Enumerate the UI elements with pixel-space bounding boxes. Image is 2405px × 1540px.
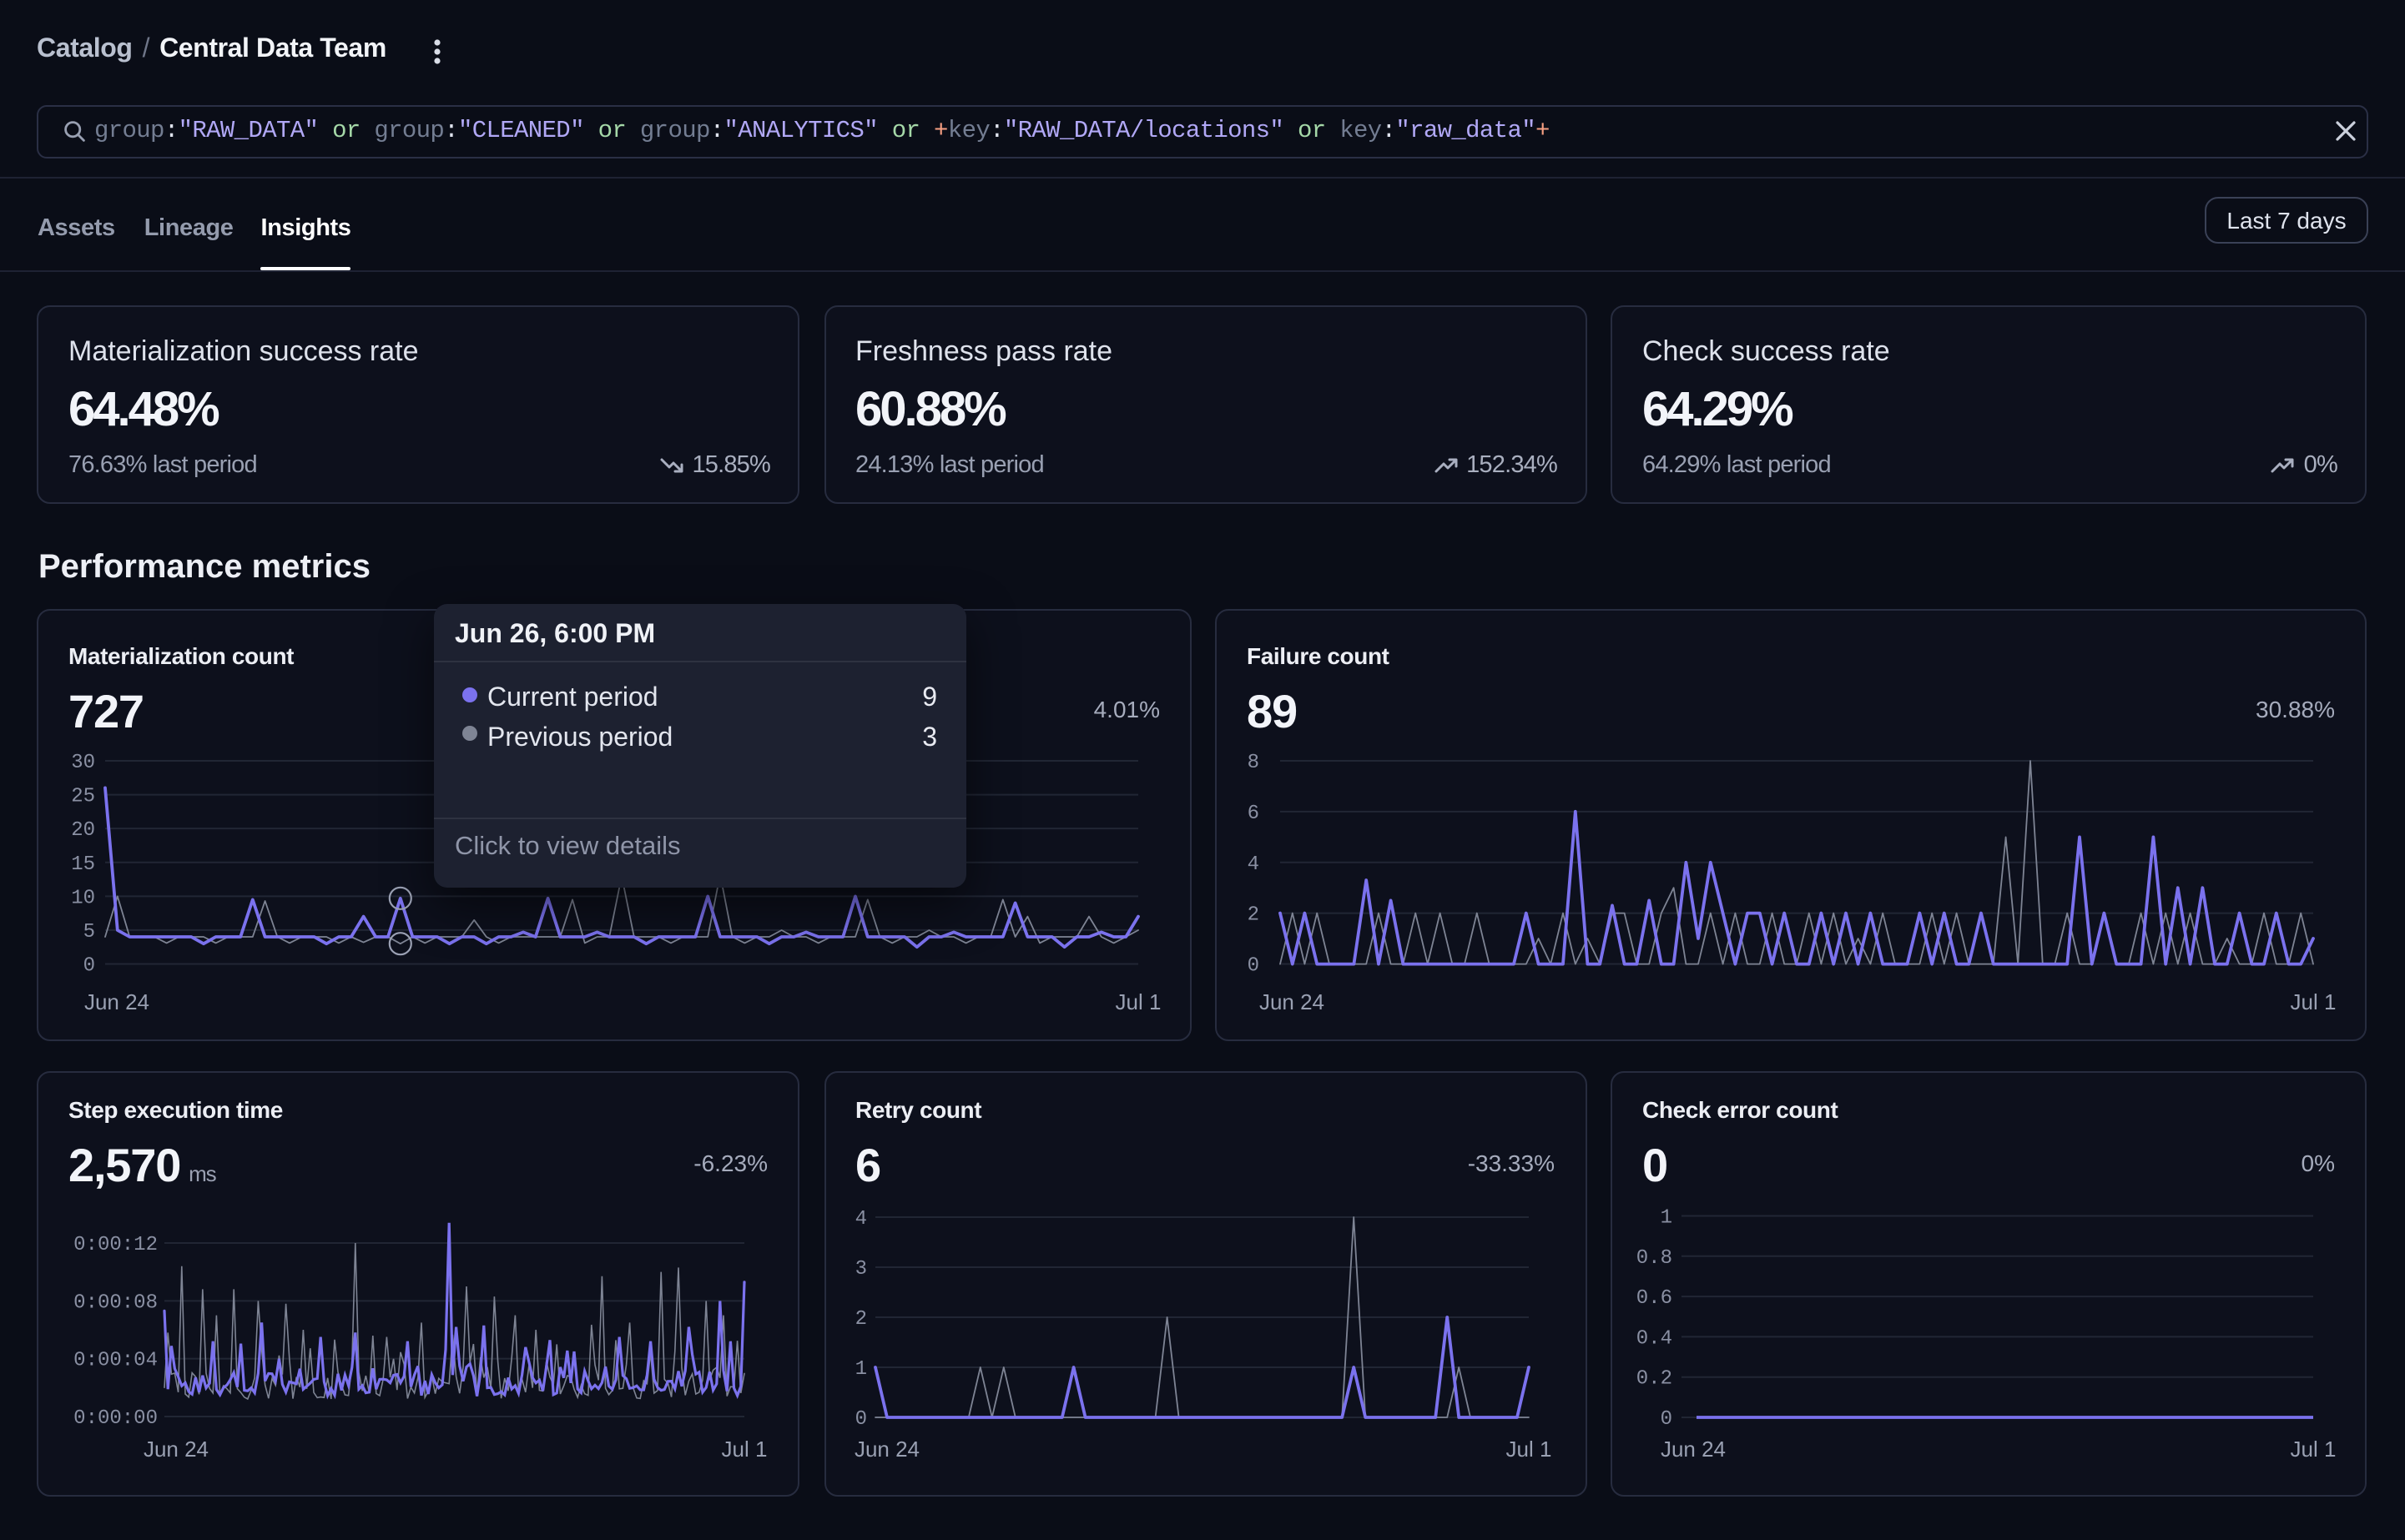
svg-text:10: 10 — [71, 886, 95, 908]
svg-text:Jul 1: Jul 1 — [2291, 1437, 2337, 1462]
svg-text:0: 0 — [1248, 954, 1259, 977]
svg-text:0: 0 — [1661, 1408, 1672, 1431]
svg-text:6: 6 — [1248, 802, 1259, 824]
svg-text:1: 1 — [1661, 1207, 1672, 1230]
svg-text:20: 20 — [71, 818, 95, 841]
svg-text:0: 0 — [83, 954, 95, 977]
svg-text:8: 8 — [1248, 751, 1259, 773]
svg-text:30: 30 — [71, 751, 95, 773]
svg-text:0:00:00: 0:00:00 — [73, 1407, 158, 1430]
svg-text:0:00:12: 0:00:12 — [73, 1234, 158, 1256]
svg-text:Jul 1: Jul 1 — [1116, 989, 1162, 1014]
svg-text:Jul 1: Jul 1 — [722, 1437, 768, 1462]
svg-text:3: 3 — [855, 1258, 866, 1281]
svg-text:0: 0 — [855, 1408, 866, 1431]
svg-text:0:00:08: 0:00:08 — [73, 1291, 158, 1314]
svg-text:Jun 24: Jun 24 — [854, 1437, 919, 1462]
svg-text:Jul 1: Jul 1 — [2291, 989, 2337, 1014]
svg-text:0.4: 0.4 — [1636, 1327, 1672, 1350]
svg-text:4: 4 — [855, 1208, 866, 1230]
svg-text:4: 4 — [1248, 853, 1259, 875]
svg-text:15: 15 — [71, 853, 95, 875]
svg-text:2: 2 — [855, 1308, 866, 1331]
svg-text:0.2: 0.2 — [1636, 1368, 1672, 1391]
svg-text:0.6: 0.6 — [1636, 1287, 1672, 1310]
svg-text:1: 1 — [855, 1358, 866, 1381]
svg-text:Jun 24: Jun 24 — [1661, 1437, 1726, 1462]
svg-text:25: 25 — [71, 785, 95, 808]
svg-text:Jun 24: Jun 24 — [84, 989, 149, 1014]
svg-text:5: 5 — [83, 920, 95, 943]
svg-text:2: 2 — [1248, 903, 1259, 926]
svg-text:0:00:04: 0:00:04 — [73, 1350, 158, 1372]
svg-text:Jul 1: Jul 1 — [1505, 1437, 1551, 1462]
svg-text:Jun 24: Jun 24 — [1259, 989, 1324, 1014]
svg-text:Jun 24: Jun 24 — [144, 1437, 209, 1462]
svg-text:0.8: 0.8 — [1636, 1247, 1672, 1270]
